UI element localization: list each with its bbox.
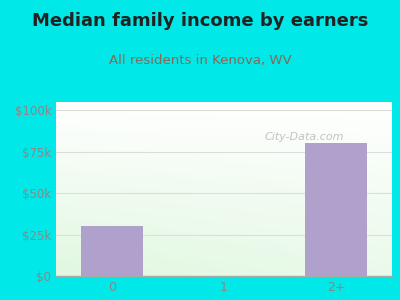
- Text: City-Data.com: City-Data.com: [264, 132, 344, 142]
- Text: Median family income by earners: Median family income by earners: [32, 12, 368, 30]
- Text: All residents in Kenova, WV: All residents in Kenova, WV: [109, 54, 291, 67]
- Bar: [305, 143, 367, 276]
- Bar: [81, 226, 143, 276]
